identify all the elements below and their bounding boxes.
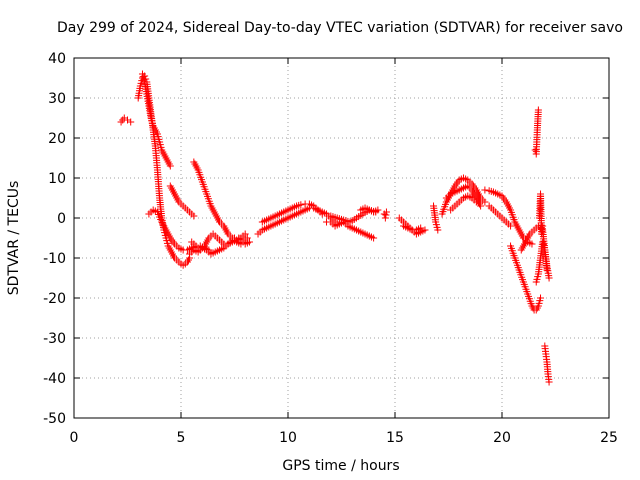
y-tick-label: -30	[43, 331, 66, 347]
data-point	[318, 210, 326, 218]
series-arc-27	[541, 342, 553, 386]
y-axis: -50 -40 -30 -20 -10 0 10 20 30 40	[43, 51, 609, 427]
data-point	[127, 118, 135, 126]
series-arc-21	[481, 186, 536, 248]
series-arc-5	[166, 182, 198, 220]
chart-title: Day 299 of 2024, Sidereal Day-to-day VTE…	[57, 20, 623, 36]
data-point	[531, 146, 539, 154]
y-tick-label: 10	[48, 171, 66, 187]
x-tick-label: 15	[386, 430, 404, 446]
series-arc-6	[190, 158, 253, 248]
y-tick-label: -40	[43, 371, 66, 387]
x-axis-label: GPS time / hours	[282, 458, 399, 474]
x-tick-label: 25	[600, 430, 618, 446]
data-point	[297, 201, 305, 209]
data-point	[534, 106, 542, 114]
data-points	[117, 70, 553, 386]
data-point	[370, 234, 378, 242]
data-point	[472, 198, 480, 206]
x-tick-label: 10	[279, 430, 297, 446]
data-point	[477, 202, 485, 210]
y-axis-label: SDTVAR / TECUs	[6, 181, 22, 296]
y-tick-label: -20	[43, 291, 66, 307]
data-point	[241, 230, 249, 238]
series-arc-11	[323, 218, 378, 242]
series-arc-3	[138, 70, 174, 170]
data-point	[166, 162, 174, 170]
plot-frame	[73, 57, 610, 419]
data-point	[374, 206, 382, 214]
y-tick-label: 30	[48, 91, 66, 107]
data-point	[245, 238, 253, 246]
x-tick-label: 5	[177, 430, 186, 446]
y-tick-label: 20	[48, 131, 66, 147]
x-tick-label: 20	[493, 430, 511, 446]
data-point	[382, 211, 390, 219]
x-axis: 0 5 10 15 20 25	[70, 58, 618, 446]
series-arc-8	[186, 230, 249, 258]
data-point	[507, 222, 515, 230]
series-arc-16	[400, 222, 425, 234]
series-arc-14	[380, 208, 390, 222]
data-point	[545, 274, 553, 282]
series-arc-25	[532, 238, 553, 286]
data-point	[481, 198, 489, 206]
series-arc-1	[117, 114, 135, 126]
data-point	[537, 294, 545, 302]
data-point	[382, 208, 390, 216]
series-arc-10	[258, 200, 326, 226]
data-point	[421, 226, 429, 234]
series-arc-19	[442, 182, 485, 210]
data-point	[545, 378, 553, 386]
series-arc-26	[531, 106, 547, 238]
data-point	[434, 226, 442, 234]
y-tick-label: -50	[43, 411, 66, 427]
y-tick-label: 40	[48, 51, 66, 67]
data-point	[190, 212, 198, 220]
y-tick-label: -10	[43, 251, 66, 267]
data-point	[381, 214, 389, 222]
grid-lines	[74, 58, 609, 418]
data-point	[539, 222, 547, 230]
series-arc-23	[507, 242, 545, 314]
series-arc-13	[357, 204, 382, 216]
series-arc-22	[485, 202, 515, 230]
series-arc-20	[447, 192, 480, 214]
series-arc-17	[430, 202, 442, 234]
data-point	[528, 240, 536, 248]
data-point	[417, 224, 425, 232]
data-point	[243, 234, 251, 242]
data-point	[481, 186, 489, 194]
x-tick-label: 0	[70, 430, 79, 446]
y-tick-label: 0	[57, 211, 66, 227]
